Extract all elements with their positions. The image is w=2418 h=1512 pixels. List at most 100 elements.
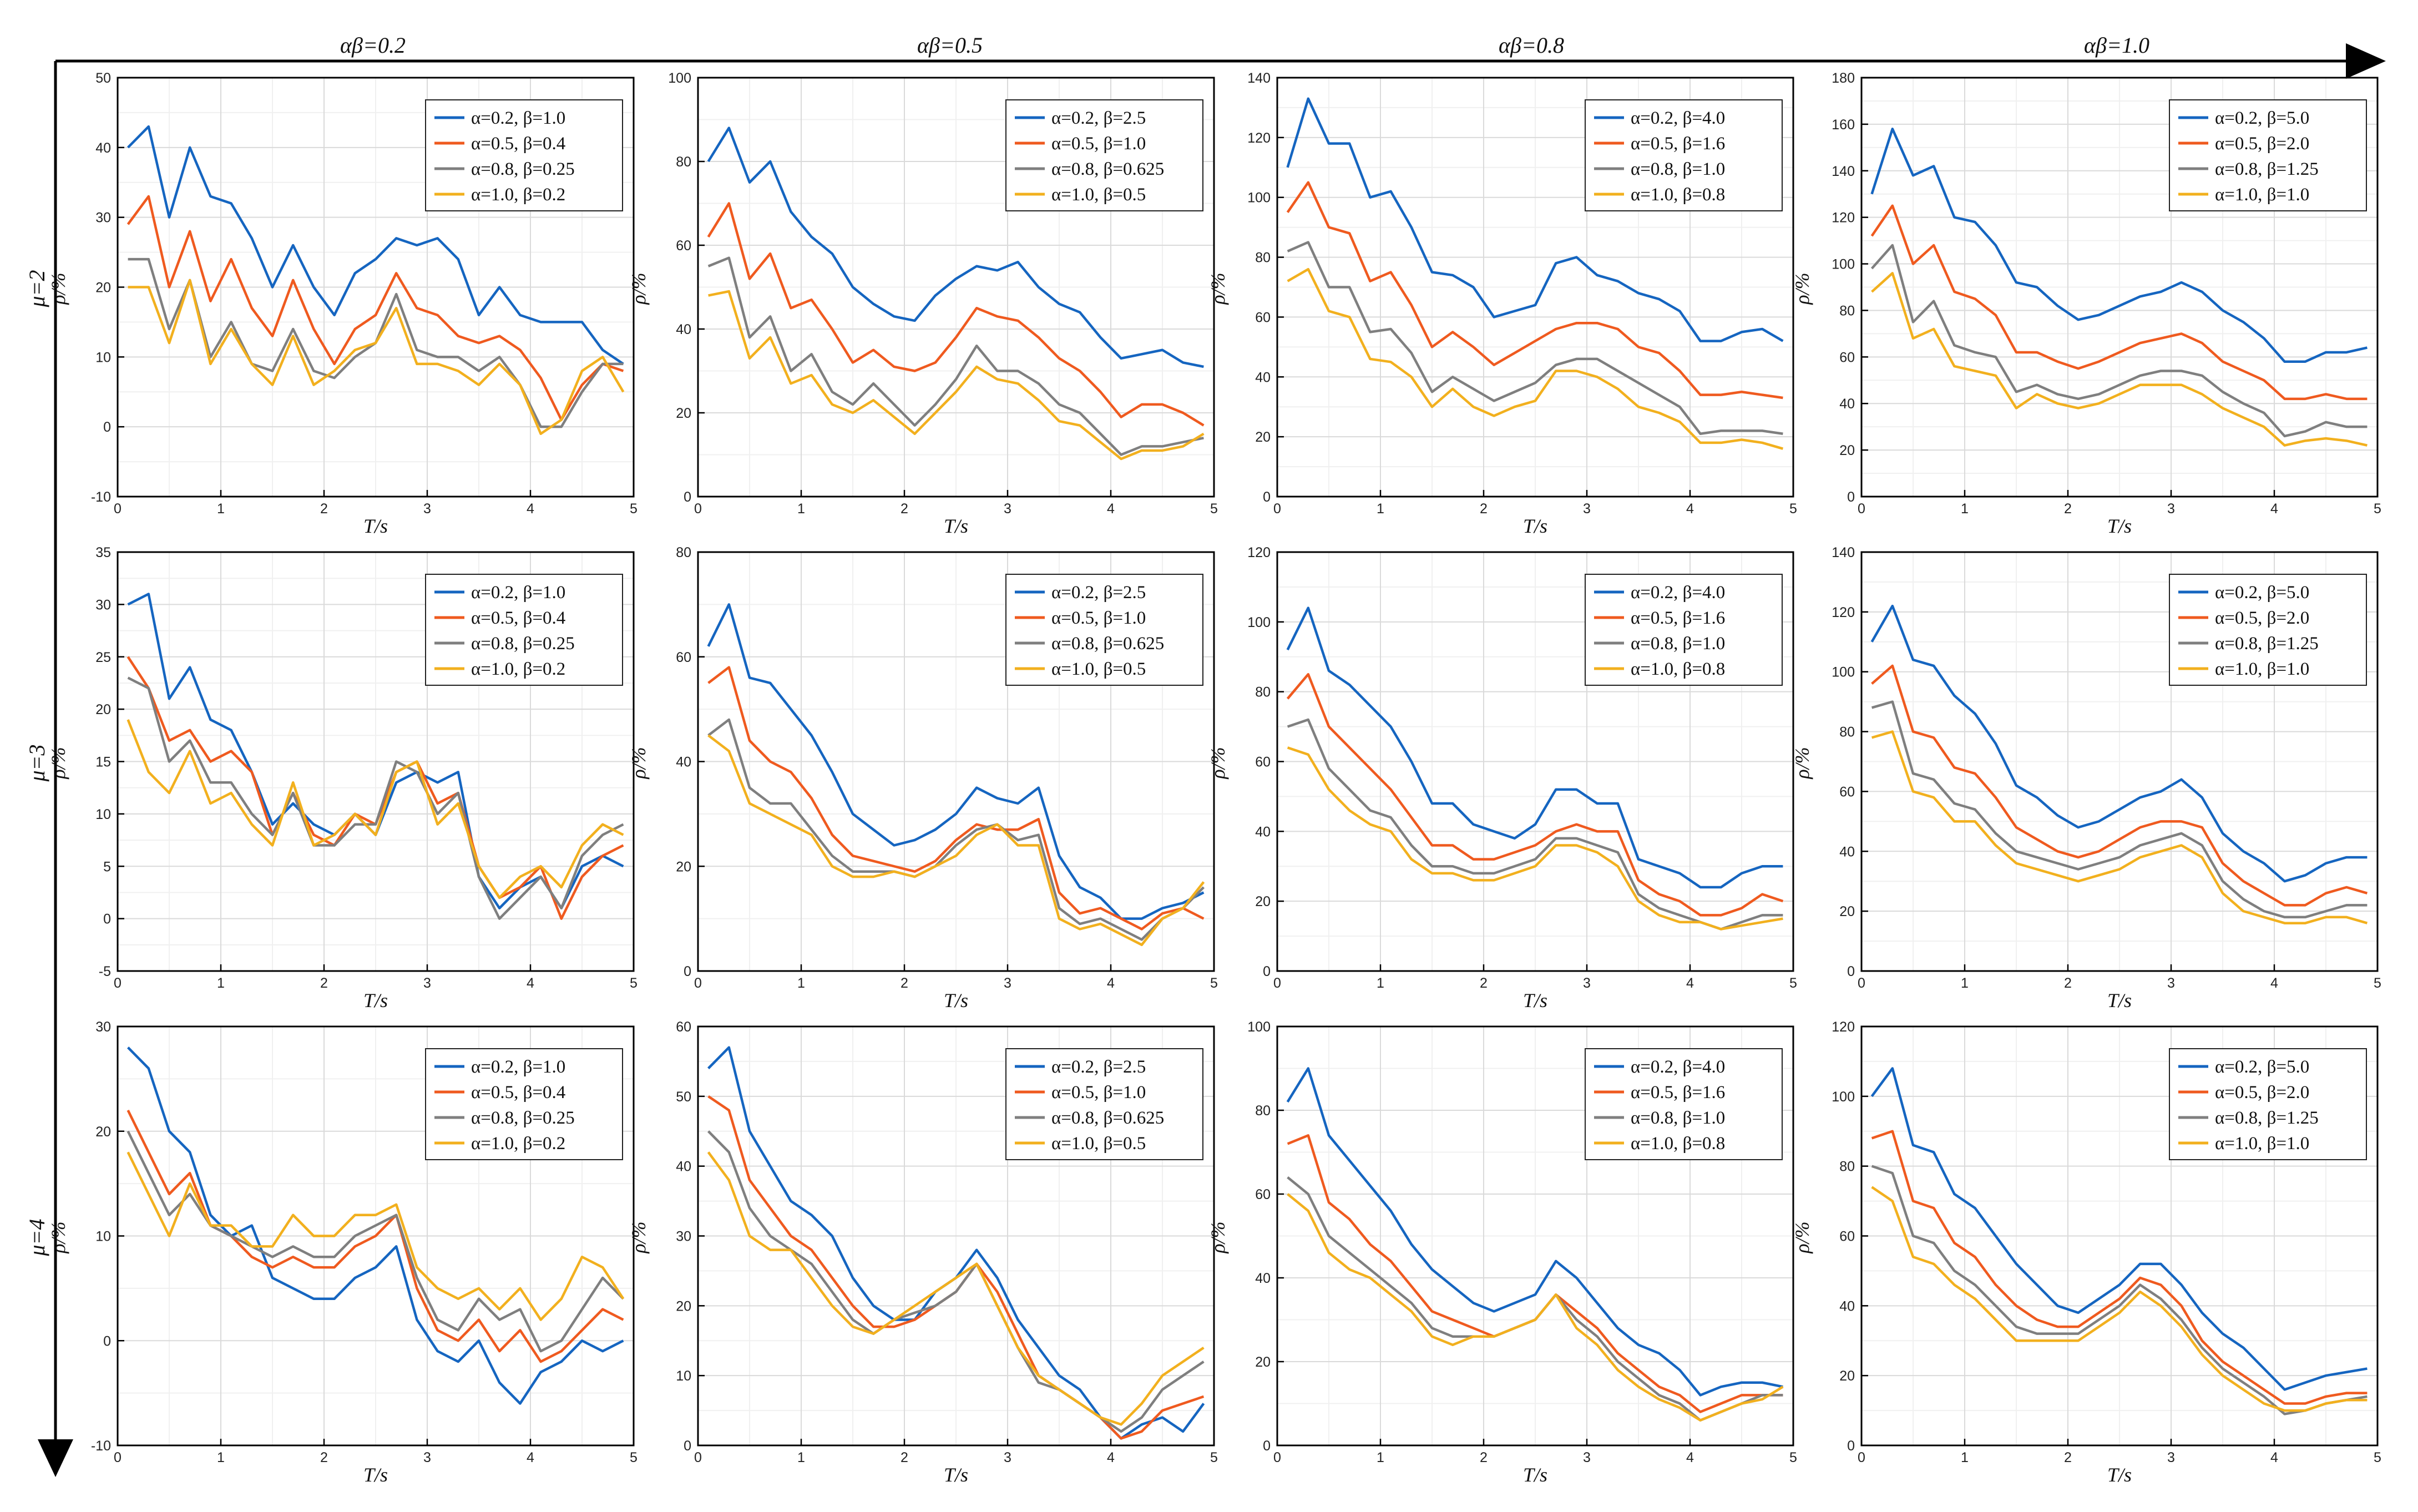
- series-line: [1871, 700, 2368, 919]
- y-tick-label: 20: [676, 406, 691, 421]
- y-tick-label: 40: [1255, 370, 1271, 385]
- legend-label: α=0.8, β=0.625: [1051, 159, 1164, 179]
- x-tick-label: 3: [2167, 501, 2175, 517]
- legend-label: α=1.0, β=0.2: [471, 659, 565, 679]
- y-tick-label: 60: [1255, 310, 1271, 325]
- x-tick-label: 3: [423, 975, 431, 991]
- x-tick-label: 5: [1789, 975, 1797, 991]
- x-tick-label: 5: [1210, 1450, 1218, 1465]
- x-tick-label: 0: [1858, 975, 1865, 991]
- y-axis-label: ρ/%: [628, 1221, 650, 1253]
- y-tick-label: 180: [1832, 70, 1855, 86]
- column-header: αβ=0.5: [917, 33, 983, 58]
- y-tick-label: 40: [676, 322, 691, 337]
- row-header: μ=2: [24, 270, 49, 307]
- series-line: [1286, 606, 1783, 889]
- y-tick-label: 40: [1839, 1298, 1855, 1314]
- series-line: [1286, 181, 1783, 400]
- row-arrow-head: [38, 1439, 73, 1477]
- legend-label: α=1.0, β=0.8: [1631, 659, 1725, 679]
- series-line: [1287, 241, 1783, 435]
- legend: α=0.2, β=1.0 α=0.5, β=0.4 α=0.8, β=0.25 α=1…: [425, 574, 623, 686]
- series-line: [1871, 664, 2368, 907]
- y-tick-label: 40: [1839, 396, 1855, 412]
- legend-label: α=0.2, β=5.0: [2215, 583, 2309, 603]
- x-axis-label: T/s: [1523, 515, 1547, 537]
- y-tick-label: 30: [95, 597, 111, 613]
- series-line: [707, 734, 1205, 947]
- legend-label: α=0.2, β=2.5: [1051, 108, 1146, 128]
- legend-label: α=0.2, β=1.0: [471, 583, 565, 603]
- plot-frame: [697, 77, 1215, 498]
- legend-label: α=0.5, β=1.6: [1631, 134, 1725, 154]
- series-line: [707, 127, 1204, 368]
- y-tick-label: 60: [676, 238, 691, 254]
- series-line: [1871, 1165, 2368, 1415]
- plot-frame: [1860, 551, 2379, 972]
- y-tick-label: 80: [1255, 250, 1271, 266]
- x-tick-label: 4: [2270, 1450, 2278, 1465]
- y-tick-label: 60: [1255, 755, 1271, 770]
- y-tick-label: 100: [1247, 1019, 1271, 1035]
- x-tick-label: 2: [901, 1450, 908, 1465]
- legend: α=0.2, β=2.5 α=0.5, β=1.0 α=0.8, β=0.625 α=…: [1005, 1048, 1203, 1160]
- x-axis-label: T/s: [944, 515, 968, 537]
- y-tick-label: 10: [676, 1368, 691, 1384]
- legend-label: α=0.5, β=0.4: [471, 1083, 565, 1103]
- x-tick-label: 0: [694, 1450, 702, 1465]
- y-tick-label: -10: [91, 489, 111, 505]
- y-tick-label: 140: [1832, 545, 1855, 560]
- y-tick-label: 40: [1839, 844, 1855, 859]
- y-tick-label: 20: [676, 859, 691, 874]
- column-header: αβ=0.8: [1499, 33, 1564, 58]
- y-tick-label: 40: [676, 755, 691, 770]
- x-tick-label: 0: [1858, 1450, 1865, 1465]
- y-tick-label: 100: [1247, 190, 1271, 206]
- legend-label: α=0.8, β=0.25: [471, 159, 575, 179]
- legend-label: α=1.0, β=0.2: [471, 185, 565, 205]
- legend: α=0.2, β=4.0 α=0.5, β=1.6 α=0.8, β=1.0 α=1.…: [1585, 574, 1783, 686]
- x-tick-label: 5: [630, 975, 638, 991]
- y-tick-label: 20: [1255, 1354, 1271, 1370]
- legend-label: α=0.5, β=0.4: [471, 608, 565, 628]
- y-tick-label: 120: [1247, 545, 1271, 560]
- y-axis-label: ρ/%: [1791, 272, 1813, 305]
- x-tick-label: 1: [217, 1450, 225, 1465]
- y-tick-label: 20: [1839, 904, 1855, 919]
- x-tick-label: 4: [1107, 1450, 1115, 1465]
- plot-frame: [1276, 77, 1794, 498]
- plot-frame: [1860, 77, 2379, 498]
- legend-label: α=0.8, β=1.0: [1631, 634, 1725, 654]
- x-axis-label: T/s: [363, 1464, 388, 1486]
- y-tick-label: 80: [1255, 685, 1271, 700]
- y-tick-label: 100: [1247, 615, 1271, 630]
- x-tick-label: 1: [217, 501, 225, 517]
- x-tick-label: 1: [1961, 501, 1969, 517]
- y-tick-label: 140: [1247, 70, 1271, 86]
- legend-label: α=0.2, β=2.5: [1051, 1057, 1146, 1077]
- legend: α=0.2, β=1.0 α=0.5, β=0.4 α=0.8, β=0.25 α=1…: [425, 99, 623, 211]
- y-tick-label: 100: [1832, 257, 1855, 272]
- x-tick-label: 0: [114, 1450, 122, 1465]
- x-tick-label: 2: [320, 975, 328, 991]
- y-axis-label: ρ/%: [1207, 1221, 1229, 1253]
- legend-label: α=0.8, β=0.25: [471, 1108, 575, 1128]
- legend-label: α=0.8, β=1.25: [2215, 1108, 2319, 1128]
- x-tick-label: 5: [2374, 975, 2381, 991]
- legend-label: α=0.8, β=1.0: [1631, 159, 1725, 179]
- y-axis-label: ρ/%: [47, 272, 69, 305]
- series-line: [127, 1046, 624, 1405]
- y-tick-label: 0: [684, 489, 691, 505]
- y-tick-label: 80: [676, 154, 691, 170]
- x-axis-label: T/s: [944, 1464, 968, 1486]
- x-tick-label: 3: [423, 501, 431, 517]
- series-line: [1871, 272, 2368, 447]
- y-tick-label: 10: [95, 807, 111, 822]
- legend: α=0.2, β=5.0 α=0.5, β=2.0 α=0.8, β=1.25 α=1…: [2169, 99, 2367, 211]
- legend-label: α=0.2, β=2.5: [1051, 583, 1146, 603]
- y-axis-label: ρ/%: [628, 272, 650, 305]
